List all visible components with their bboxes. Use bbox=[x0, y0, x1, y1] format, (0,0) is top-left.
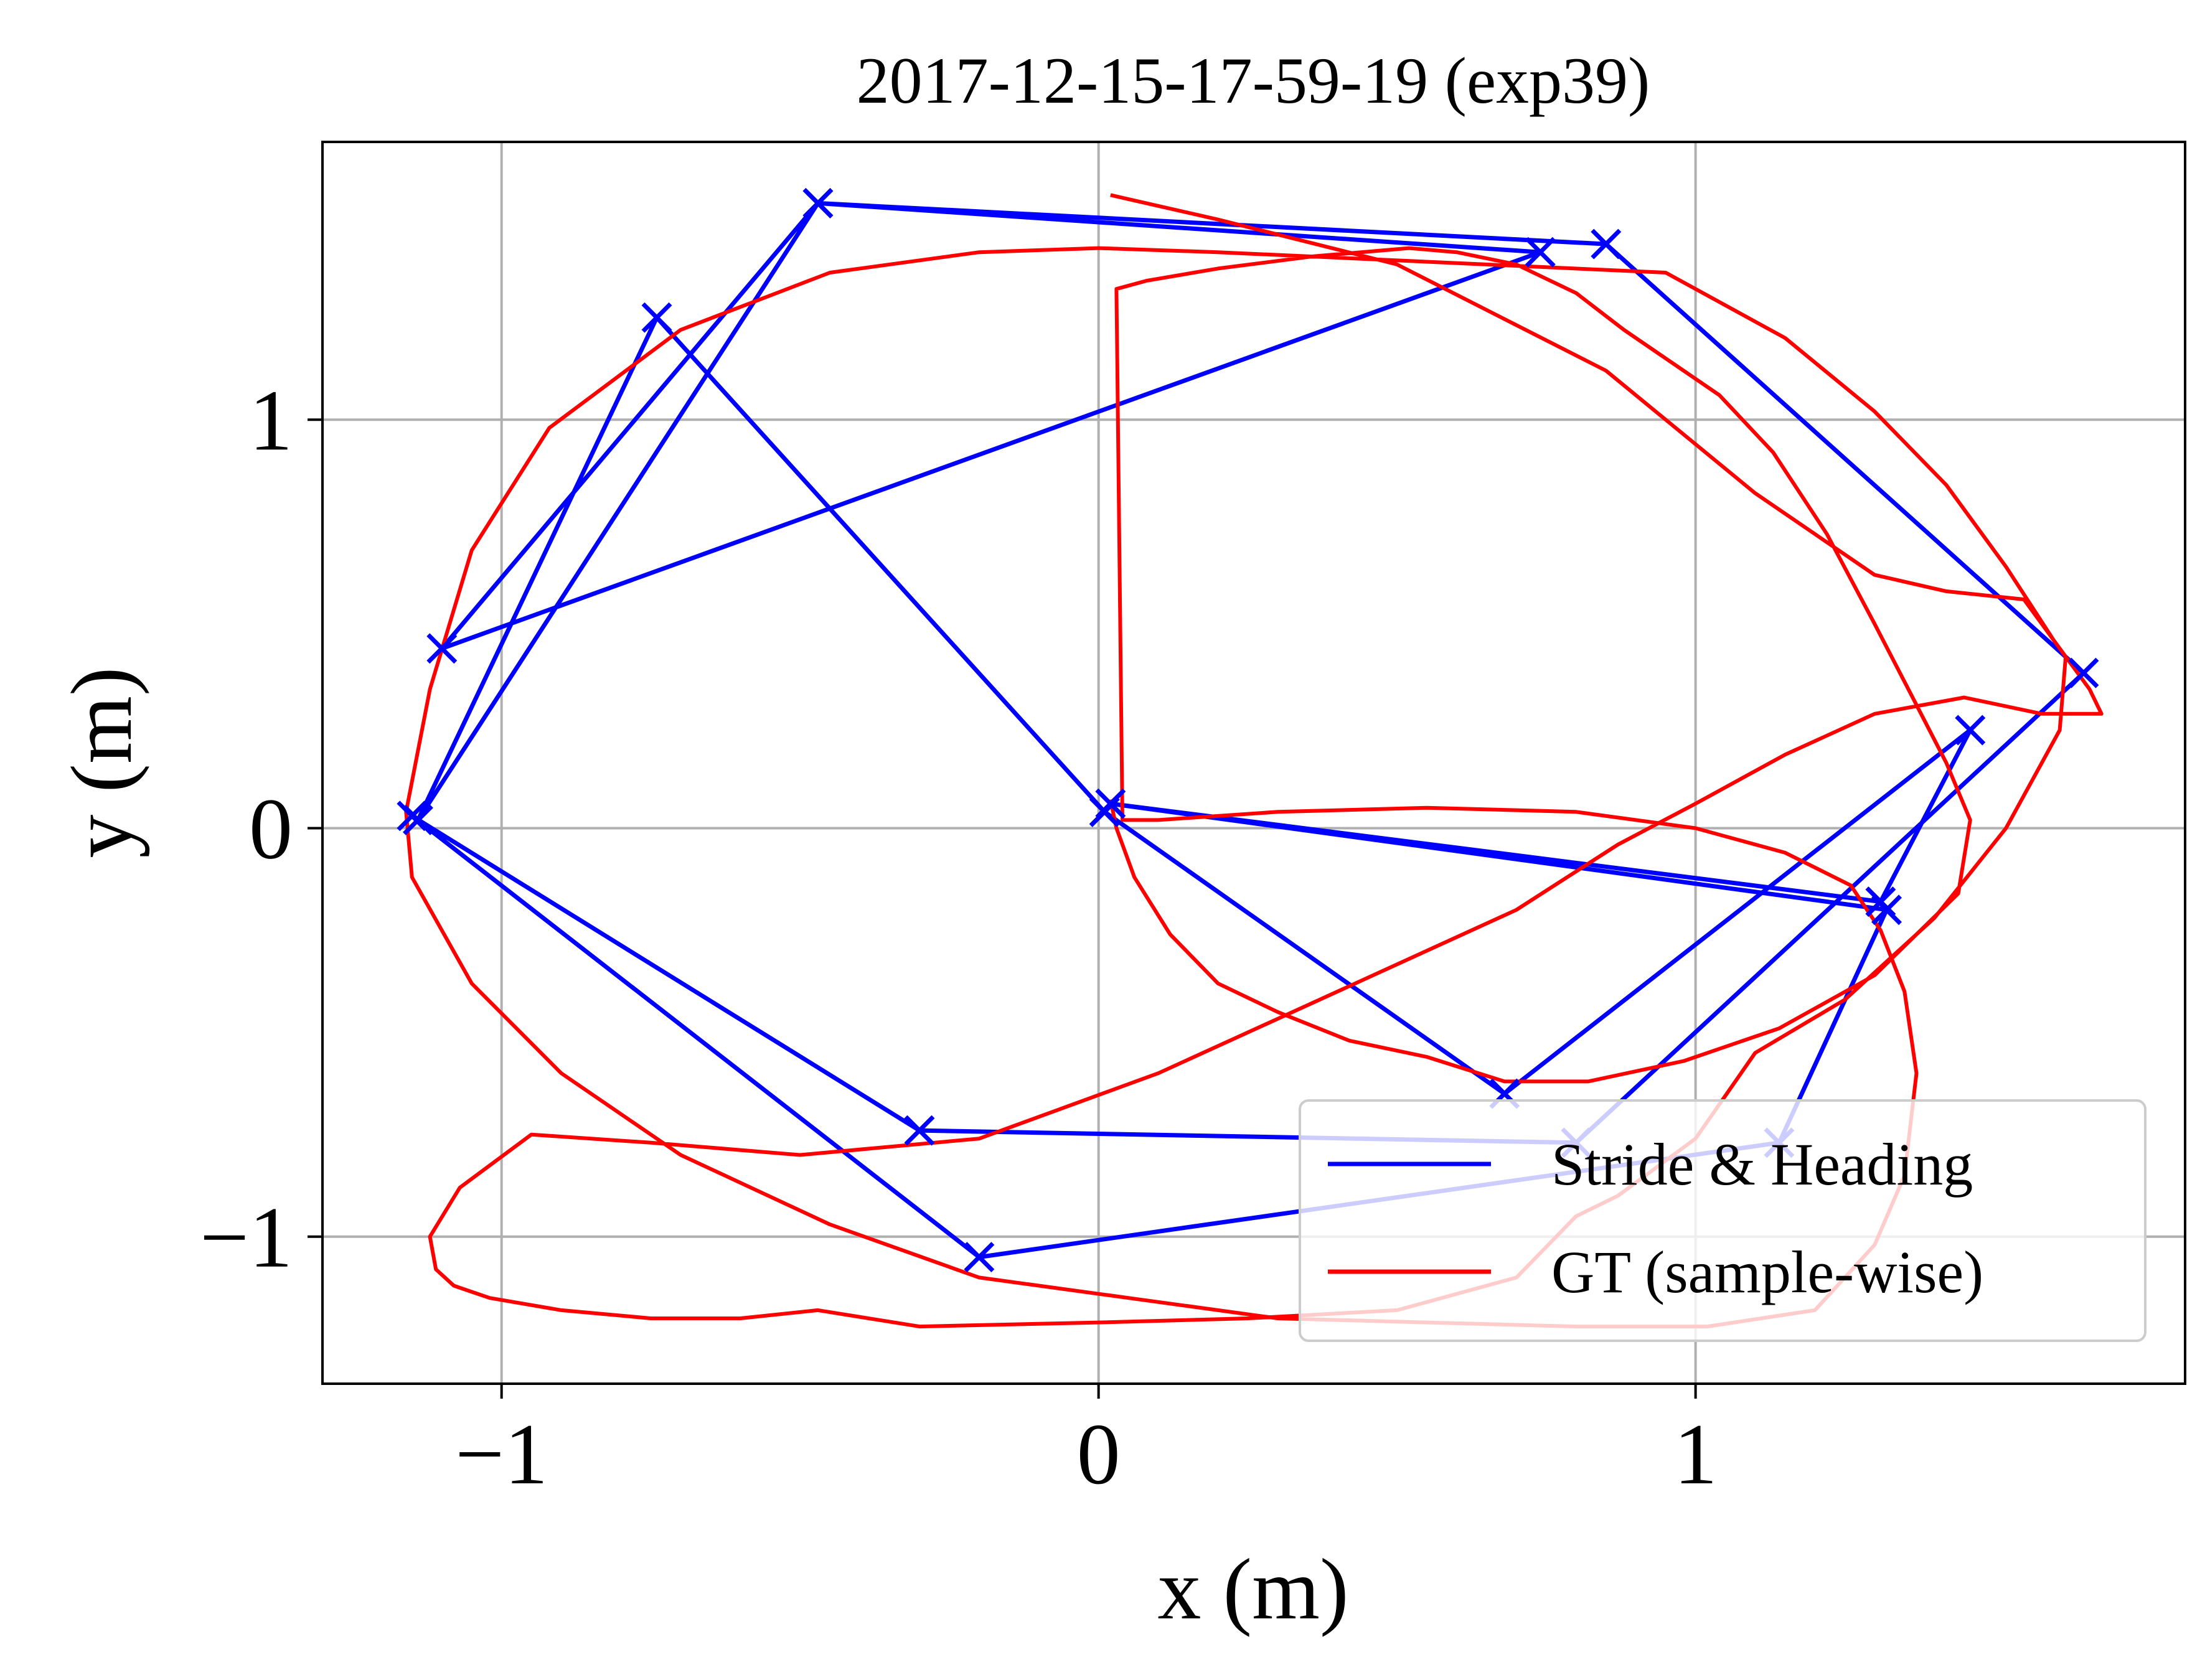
chart-title: 2017-12-15-17-59-19 (exp39) bbox=[857, 44, 1650, 117]
plot-frame bbox=[321, 141, 2186, 1385]
grid bbox=[322, 142, 2185, 1384]
stride-point-marker bbox=[1591, 228, 1622, 260]
x-tick-label: 1 bbox=[1674, 1406, 1718, 1503]
x-tick-label: 0 bbox=[1077, 1406, 1121, 1503]
stride-point-marker bbox=[964, 1242, 995, 1273]
stride-point-marker bbox=[1871, 894, 1902, 926]
stride-point-marker bbox=[904, 1115, 935, 1146]
stride-point-marker bbox=[1525, 237, 1556, 268]
legend: Stride & Heading GT (sample-wise) bbox=[1299, 1099, 2147, 1342]
stride-point-marker bbox=[402, 804, 433, 835]
stride-point-marker bbox=[1955, 715, 1986, 746]
stride-point-marker bbox=[641, 302, 672, 333]
x-axis-label: x (m) bbox=[1157, 1541, 1348, 1638]
stride-point-marker bbox=[1089, 796, 1120, 827]
stride-point-marker bbox=[2068, 657, 2099, 688]
legend-box bbox=[1299, 1099, 2147, 1342]
legend-label-gt: GT (sample-wise) bbox=[1551, 1239, 1983, 1305]
series-line-gt-sample-wise bbox=[404, 193, 2104, 1329]
y-axis-label: y (m) bbox=[54, 667, 150, 858]
stride-point-marker bbox=[802, 187, 834, 218]
series-line-stride-heading bbox=[410, 200, 2086, 1260]
y-tick-label: 1 bbox=[249, 372, 293, 469]
legend-label-stride-heading: Stride & Heading bbox=[1551, 1131, 1973, 1198]
axis-ticks: −1 0 1 −1 0 1 bbox=[200, 372, 1718, 1503]
y-tick-label: −1 bbox=[200, 1190, 293, 1286]
x-tick-label: −1 bbox=[455, 1406, 548, 1503]
y-tick-label: 0 bbox=[249, 781, 293, 878]
stride-point-marker bbox=[426, 633, 458, 664]
